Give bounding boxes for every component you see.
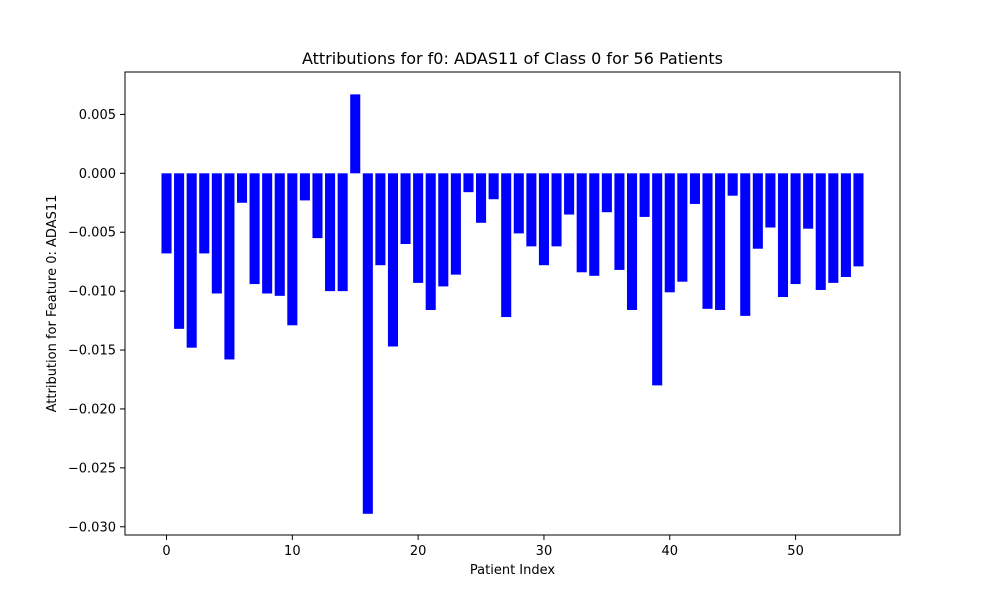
- x-tick-label: 20: [410, 544, 427, 559]
- bar-15: [350, 94, 361, 174]
- bar-32: [564, 173, 575, 215]
- y-tick-label: 0.005: [79, 108, 116, 123]
- bar-28: [513, 173, 524, 234]
- bar-47: [752, 173, 763, 249]
- y-tick-label: −0.005: [68, 226, 116, 241]
- bar-19: [400, 173, 411, 245]
- y-tick-label: 0.000: [79, 167, 116, 182]
- bar-14: [337, 173, 348, 292]
- bar-29: [526, 173, 537, 247]
- x-tick-label: 10: [284, 544, 301, 559]
- bar-8: [262, 173, 273, 294]
- bar-30: [538, 173, 549, 266]
- bar-55: [853, 173, 864, 267]
- bar-51: [803, 173, 814, 229]
- bar-21: [425, 173, 436, 310]
- x-tick-label: 30: [536, 544, 553, 559]
- y-tick-label: −0.020: [68, 402, 116, 417]
- bar-11: [299, 173, 310, 201]
- bar-24: [463, 173, 474, 193]
- bar-5: [224, 173, 235, 360]
- bar-0: [161, 173, 172, 254]
- bar-27: [501, 173, 512, 318]
- bar-6: [236, 173, 248, 203]
- bar-48: [765, 173, 776, 228]
- y-axis: 0.005 0.000 −0.005 −0.010 −0.015 −0.020 −0.025…: [68, 108, 125, 535]
- bar-50: [790, 173, 801, 285]
- y-tick-label: −0.015: [68, 344, 116, 359]
- bar-18: [387, 173, 399, 347]
- bar-7: [249, 173, 260, 285]
- y-tick-label: −0.025: [68, 461, 116, 476]
- bar-35: [601, 173, 612, 213]
- bar-46: [740, 173, 751, 316]
- bar-43: [702, 173, 713, 309]
- bar-25: [476, 173, 487, 223]
- bar-45: [727, 173, 738, 196]
- bar-12: [312, 173, 323, 239]
- bar-4: [211, 173, 222, 294]
- y-tick-label: −0.030: [68, 520, 116, 535]
- bar-34: [589, 173, 600, 276]
- bar-53: [828, 173, 839, 283]
- bar-36: [614, 173, 625, 270]
- bar-38: [639, 173, 650, 217]
- x-tick-label: 40: [661, 544, 678, 559]
- bar-2: [186, 173, 197, 348]
- x-tick-label: 0: [162, 544, 170, 559]
- bar-10: [287, 173, 298, 326]
- x-tick-label: 50: [787, 544, 804, 559]
- bar-41: [677, 173, 688, 282]
- bar-3: [199, 173, 210, 254]
- bar-54: [840, 173, 851, 277]
- bar-17: [375, 173, 386, 266]
- bar-40: [664, 173, 675, 293]
- bar-37: [626, 173, 638, 310]
- x-axis: 0 10 20 30 40 50: [162, 535, 804, 559]
- bar-52: [815, 173, 826, 290]
- bar-39: [652, 173, 663, 386]
- bar-49: [777, 173, 789, 298]
- bar-23: [450, 173, 461, 275]
- plot-frame: [124, 71, 901, 536]
- bar-31: [551, 173, 562, 247]
- bars-group: [161, 94, 864, 514]
- bar-22: [438, 173, 449, 287]
- bar-16: [362, 173, 373, 514]
- bar-9: [274, 173, 285, 296]
- bar-33: [576, 173, 587, 273]
- bar-20: [413, 173, 424, 283]
- x-axis-label: Patient Index: [470, 563, 555, 578]
- bar-44: [715, 173, 726, 310]
- bar-1: [174, 173, 185, 329]
- bar-13: [325, 173, 336, 292]
- y-axis-label: Attribution for Feature 0: ADAS11: [45, 195, 60, 413]
- bar-42: [689, 173, 700, 204]
- chart-title: Attributions for f0: ADAS11 of Class 0 f…: [302, 49, 723, 68]
- bar-26: [488, 173, 499, 200]
- y-tick-label: −0.010: [68, 285, 116, 300]
